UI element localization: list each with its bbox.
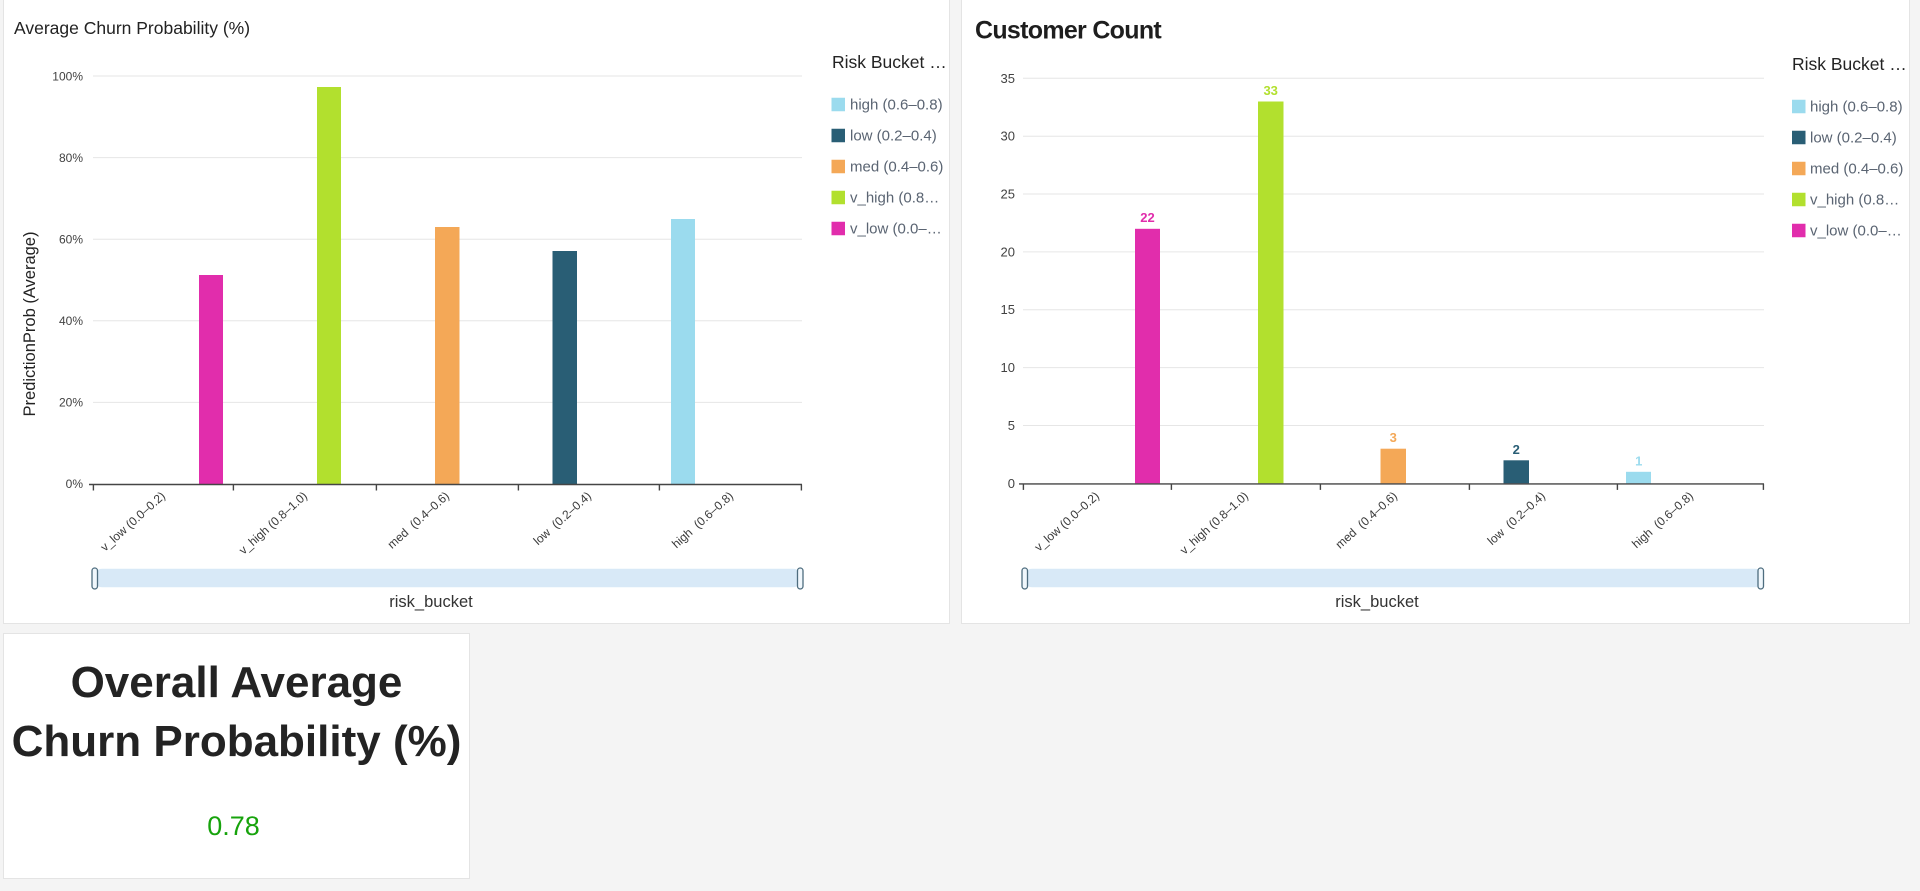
svg-text:high (0.6–0.8): high (0.6–0.8) [669,489,736,551]
svg-text:PredictionProb (Average): PredictionProb (Average) [21,232,39,417]
svg-text:v_high (0.8…: v_high (0.8… [850,190,939,207]
svg-text:40%: 40% [59,314,83,328]
svg-text:v_low (0.0–0.2): v_low (0.0–0.2) [1032,489,1102,554]
svg-text:3: 3 [1390,430,1397,445]
svg-text:low (0.2–0.4): low (0.2–0.4) [531,489,594,548]
svg-text:low (0.2–0.4): low (0.2–0.4) [1810,130,1897,147]
svg-text:high (0.6–0.8): high (0.6–0.8) [1629,489,1696,551]
svg-text:v_low (0.0–0.2): v_low (0.0–0.2) [98,489,168,554]
svg-text:25: 25 [1001,187,1015,202]
svg-text:80%: 80% [59,151,83,165]
svg-text:high (0.6–0.8): high (0.6–0.8) [850,97,943,114]
svg-text:20%: 20% [59,396,83,410]
svg-text:risk_bucket: risk_bucket [389,593,473,611]
svg-text:0%: 0% [66,477,84,491]
svg-text:100%: 100% [52,70,83,84]
svg-text:med (0.4–0.6): med (0.4–0.6) [850,159,943,176]
svg-text:2: 2 [1513,442,1520,457]
svg-text:Risk Bucket …: Risk Bucket … [832,52,947,72]
svg-text:1: 1 [1635,453,1642,468]
svg-text:Risk Bucket …: Risk Bucket … [1792,54,1907,74]
svg-text:15: 15 [1001,302,1015,317]
svg-text:med (0.4–0.6): med (0.4–0.6) [1810,161,1903,178]
svg-text:35: 35 [1001,71,1015,86]
svg-text:v_low (0.0–…: v_low (0.0–… [1810,223,1902,240]
svg-text:med (0.4–0.6): med (0.4–0.6) [1333,489,1400,552]
svg-text:33: 33 [1263,83,1277,98]
svg-text:22: 22 [1140,210,1154,225]
svg-text:high (0.6–0.8): high (0.6–0.8) [1810,99,1903,116]
svg-text:5: 5 [1008,418,1015,433]
svg-text:v_high (0.8–1.0): v_high (0.8–1.0) [1177,489,1251,557]
svg-text:v_high (0.8–1.0): v_high (0.8–1.0) [236,489,310,557]
svg-text:low (0.2–0.4): low (0.2–0.4) [1485,489,1548,548]
svg-text:20: 20 [1001,244,1015,259]
svg-text:0: 0 [1008,476,1015,491]
svg-text:v_low (0.0–…: v_low (0.0–… [850,221,942,238]
svg-text:10: 10 [1001,360,1015,375]
svg-text:60%: 60% [59,233,83,247]
svg-text:v_high (0.8…: v_high (0.8… [1810,192,1899,209]
svg-text:30: 30 [1001,129,1015,144]
svg-text:Customer Count: Customer Count [975,17,1162,45]
svg-text:low (0.2–0.4): low (0.2–0.4) [850,128,937,145]
svg-text:Average Churn Probability (%): Average Churn Probability (%) [14,18,250,38]
svg-text:med (0.4–0.6): med (0.4–0.6) [385,489,452,552]
svg-text:risk_bucket: risk_bucket [1335,593,1419,611]
